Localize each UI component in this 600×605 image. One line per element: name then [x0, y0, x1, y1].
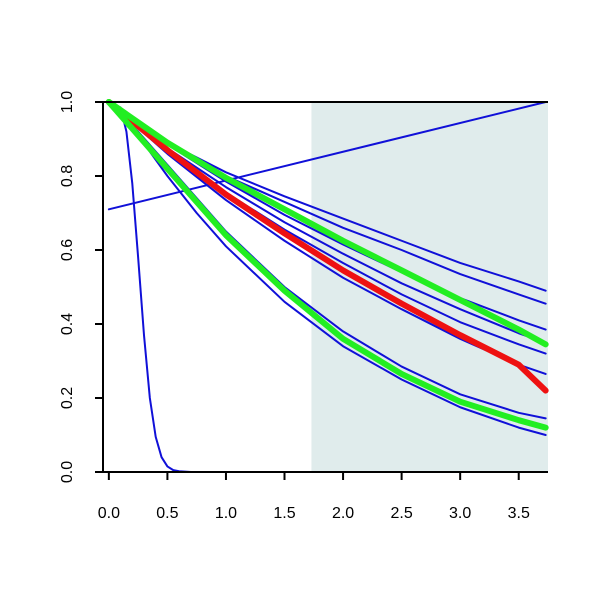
series-line-blue-8: [107, 101, 547, 436]
axes-layer: 0.0 0.5 1.0 1.5 2.0 2.5 3.0 3.5 0.0 0.2 0.4 0.6 0.8 1…: [59, 91, 548, 522]
x-tick-label: 2.5: [390, 505, 412, 522]
y-tick-label: 0.6: [59, 239, 76, 261]
series-line-green-12: [105, 99, 549, 348]
x-tick-label: 1.5: [273, 505, 295, 522]
y-tick-label: 1.0: [59, 91, 76, 113]
series-lines-layer: [105, 99, 549, 473]
x-tick-label: 0.5: [156, 505, 178, 522]
y-tick-label: 0.0: [59, 461, 76, 483]
x-tick-label: 2.0: [332, 505, 354, 522]
y-tick-label: 0.8: [59, 165, 76, 187]
y-tick-label: 0.2: [59, 387, 76, 409]
x-tick-label: 1.0: [215, 505, 237, 522]
x-tick-label: 3.0: [449, 505, 471, 522]
x-tick-label: 0.0: [98, 505, 120, 522]
series-line-green-13: [105, 99, 549, 431]
y-tick-label: 0.4: [59, 313, 76, 335]
series-line-red-11: [105, 99, 549, 394]
series-line-blue-10: [107, 101, 547, 211]
x-tick-label: 3.5: [508, 505, 530, 522]
